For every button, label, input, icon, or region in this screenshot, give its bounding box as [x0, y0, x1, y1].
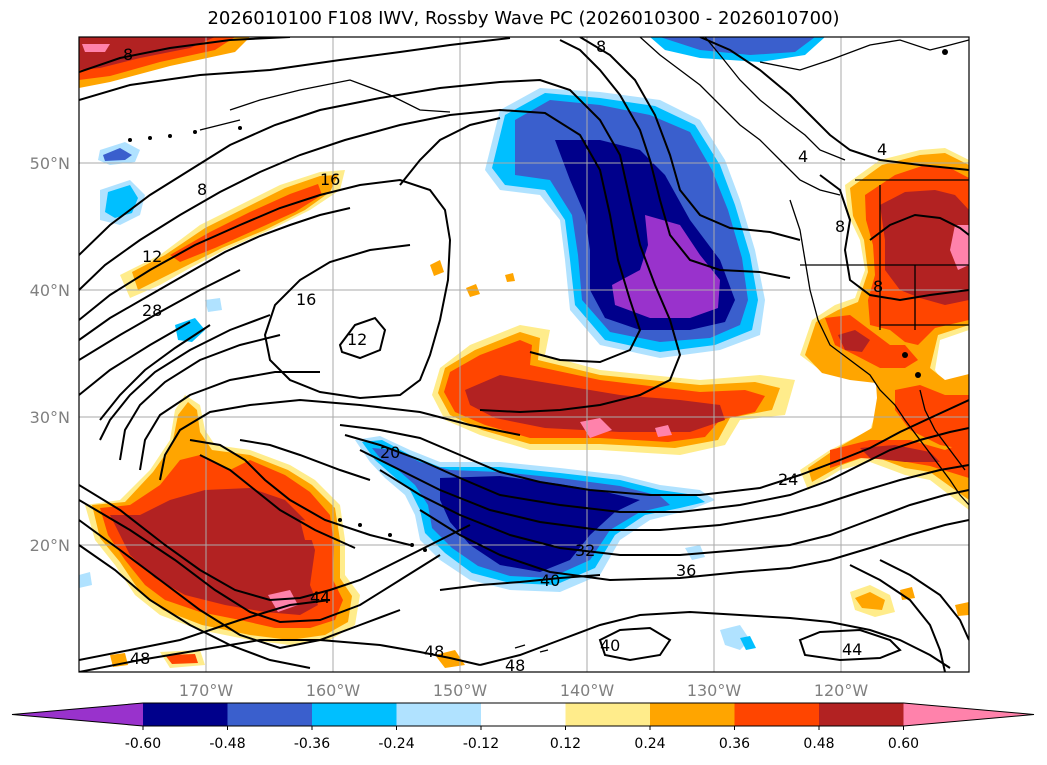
contour-label-4-b: 4	[877, 140, 887, 159]
colorbar-tick-label: 0.60	[888, 736, 919, 752]
contour-label-24: 24	[778, 470, 798, 489]
contour-label-16-c: 16	[296, 290, 316, 309]
contour-labels: 8 8 4 4 8 16 12 28 16 12 8 8 20 24 32 36…	[123, 37, 887, 675]
colorbar-swatch	[650, 703, 735, 726]
contour-label-12-c: 12	[347, 330, 367, 349]
colorbar-swatch	[312, 703, 397, 726]
contour-label-28: 28	[142, 301, 162, 320]
contour-label-8-e2: 8	[873, 277, 883, 296]
anomaly-small-patches	[79, 142, 969, 668]
contour-label-48-a: 48	[130, 649, 150, 668]
lat-label-40n: 40°N	[30, 281, 70, 300]
lat-label-50n: 50°N	[30, 154, 70, 173]
lon-label-160w: 160°W	[306, 681, 361, 700]
colorbar-tick-label: -0.24	[378, 736, 414, 752]
colorbar-tick-label: 0.48	[803, 736, 834, 752]
contour-label-44-e: 44	[842, 640, 862, 659]
contour-label-12-w: 12	[142, 247, 162, 266]
colorbar-swatch	[143, 703, 228, 726]
anomaly-negative-north	[650, 37, 825, 62]
colorbar-tick-label: -0.60	[125, 736, 161, 752]
colorbar: -0.60 -0.48 -0.36 -0.24 -0.12 0.12 0.24 0.36 0.4…	[11, 702, 1035, 752]
anomaly-positive-west	[85, 395, 360, 645]
contour-label-36: 36	[676, 561, 696, 580]
islands	[128, 49, 948, 552]
contour-label-4-a: 4	[798, 147, 808, 166]
contour-label-20: 20	[380, 443, 400, 462]
colorbar-tick-label: -0.12	[463, 736, 499, 752]
colorbar-extend-high	[903, 703, 1034, 726]
coastlines	[199, 37, 969, 653]
contour-label-44-w: 44	[310, 588, 330, 607]
colorbar-swatch	[819, 703, 904, 726]
contour-label-8-nw: 8	[123, 45, 133, 64]
colorbar-tick-label: -0.48	[209, 736, 245, 752]
contour-label-16-n: 16	[320, 170, 340, 189]
colorbar-tick-label: 0.24	[634, 736, 665, 752]
contour-label-40-a: 40	[540, 571, 560, 590]
colorbar-tick-label: 0.12	[550, 736, 581, 752]
lon-label-170w: 170°W	[179, 681, 234, 700]
lon-label-130w: 130°W	[687, 681, 742, 700]
contour-label-8-ne: 8	[596, 37, 606, 56]
map-title: 2026010100 F108 IWV, Rossby Wave PC (202…	[207, 8, 840, 29]
contour-label-40-b: 40	[600, 636, 620, 655]
map-frame	[78, 36, 970, 673]
anomaly-positive-nw	[79, 37, 250, 88]
contour-label-48-b: 48	[424, 642, 444, 661]
lat-label-20n: 20°N	[30, 536, 70, 555]
contour-label-8-w: 8	[197, 180, 207, 199]
contour-label-48-c: 48	[505, 656, 525, 675]
map-panel: 8 8 4 4 8 16 12 28 16 12 8 8 20 24 32 36…	[79, 37, 969, 675]
grid-lines	[79, 37, 969, 672]
colorbar-extend-low	[12, 703, 143, 726]
colorbar-swatch	[481, 703, 566, 726]
lat-axis: 50°N 40°N 30°N 20°N	[30, 154, 70, 555]
colorbar-swatch	[227, 703, 313, 726]
lon-label-150w: 150°W	[433, 681, 488, 700]
contour-label-8-e1: 8	[835, 217, 845, 236]
colorbar-tick-label: 0.36	[719, 736, 750, 752]
colorbar-swatch	[565, 703, 651, 726]
lon-axis: 170°W 160°W 150°W 140°W 130°W 120°W	[179, 681, 869, 700]
colorbar-swatch	[734, 703, 820, 726]
lon-label-120w: 120°W	[814, 681, 869, 700]
colorbar-tick-label: -0.36	[294, 736, 330, 752]
contour-label-32: 32	[575, 541, 595, 560]
iwv-contours	[79, 37, 969, 672]
lon-label-140w: 140°W	[560, 681, 615, 700]
colorbar-swatch	[396, 703, 482, 726]
lat-label-30n: 30°N	[30, 408, 70, 427]
